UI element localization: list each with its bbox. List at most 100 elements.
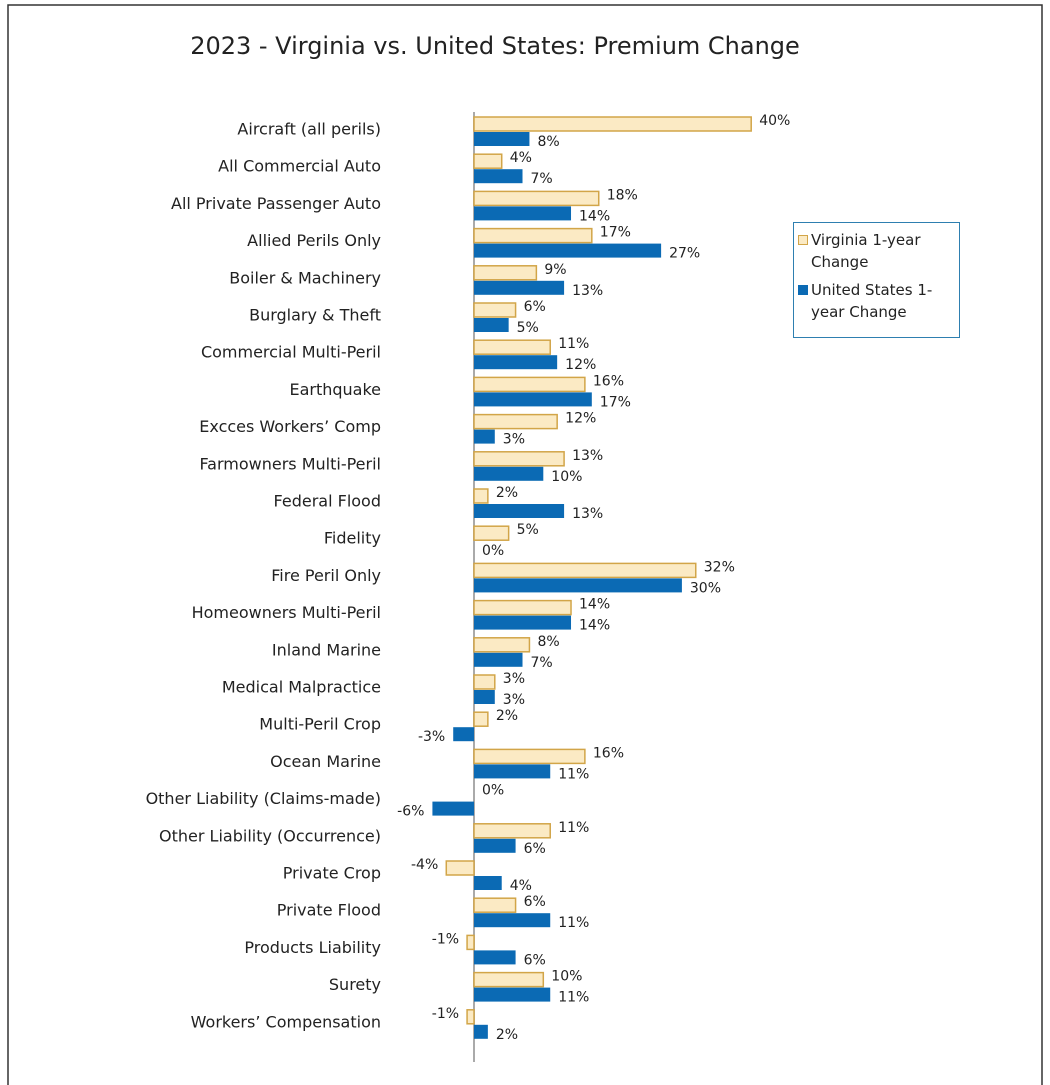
bar	[473, 637, 531, 653]
value-label: 6%	[524, 952, 546, 968]
bar	[474, 169, 523, 184]
legend-swatch	[798, 285, 808, 295]
value-label: 5%	[517, 522, 539, 538]
bar	[473, 525, 510, 541]
legend-label: Virginia 1-year Change	[811, 231, 921, 271]
category-label: Allied Perils Only	[247, 231, 381, 250]
bar	[474, 838, 516, 853]
value-label: 40%	[759, 113, 790, 129]
bar	[473, 823, 551, 839]
bar	[473, 413, 558, 430]
bar	[473, 897, 517, 913]
bar	[473, 302, 517, 318]
category-label: All Commercial Auto	[218, 157, 381, 176]
value-label: 32%	[704, 559, 735, 575]
bar	[474, 913, 551, 928]
value-label: 14%	[579, 618, 610, 634]
legend-item: Virginia 1-year Change	[798, 229, 955, 273]
value-label: 12%	[565, 411, 596, 427]
category-label: Ocean Marine	[270, 752, 381, 771]
category-label: Burglary & Theft	[249, 306, 381, 325]
legend-item: United States 1-year Change	[798, 279, 955, 323]
value-label: 10%	[551, 969, 582, 985]
category-label: Commercial Multi-Peril	[201, 343, 381, 362]
category-label: Aircraft (all perils)	[237, 120, 381, 139]
bar	[474, 764, 551, 779]
bar	[474, 280, 565, 295]
value-label: 17%	[600, 394, 631, 410]
category-label: Medical Malpractice	[222, 678, 381, 697]
category-label: Inland Marine	[272, 640, 381, 659]
bar	[473, 674, 496, 690]
value-label: 3%	[503, 671, 525, 687]
bar	[474, 504, 565, 518]
value-label: 5%	[517, 320, 539, 336]
category-label: Farmowners Multi-Peril	[199, 454, 381, 473]
bar	[473, 711, 489, 727]
category-label: Other Liability (Occurrence)	[159, 826, 381, 845]
bar	[474, 392, 592, 407]
value-label: 11%	[558, 820, 589, 836]
value-label: 6%	[524, 841, 546, 857]
category-label: Multi-Peril Crop	[259, 715, 381, 734]
value-label: 9%	[544, 262, 566, 278]
value-label: -1%	[432, 931, 459, 947]
category-label: Private Crop	[283, 864, 381, 883]
value-label: 13%	[572, 448, 603, 464]
value-label: 6%	[524, 894, 546, 910]
category-label: Excces Workers’ Comp	[199, 417, 381, 436]
value-label: 3%	[503, 432, 525, 448]
bar	[474, 690, 495, 704]
value-label: 13%	[572, 506, 603, 522]
bar	[466, 1009, 475, 1025]
value-label: 16%	[593, 373, 624, 389]
value-label: 16%	[593, 745, 624, 761]
bar	[474, 466, 544, 481]
legend: Virginia 1-year Change United States 1-ye…	[793, 222, 960, 338]
bar	[474, 615, 572, 630]
value-label: 14%	[579, 597, 610, 613]
value-label: 6%	[524, 299, 546, 315]
category-label: Products Liability	[244, 938, 381, 957]
bar	[473, 451, 565, 467]
bar	[473, 190, 600, 207]
bar	[473, 748, 586, 765]
value-label: -4%	[411, 857, 438, 873]
value-label: 3%	[503, 692, 525, 708]
value-label: 0%	[482, 543, 504, 559]
bar	[474, 429, 495, 444]
bar	[474, 652, 523, 667]
category-label: Earthquake	[289, 380, 381, 399]
bar	[473, 153, 503, 169]
value-label: 27%	[669, 246, 700, 262]
bar	[474, 206, 572, 221]
value-label: 2%	[496, 485, 518, 501]
value-label: -1%	[432, 1006, 459, 1022]
value-label: 18%	[607, 187, 638, 203]
value-label: 14%	[579, 208, 610, 224]
value-label: 7%	[531, 171, 553, 187]
value-label: 13%	[572, 283, 603, 299]
value-label: 11%	[558, 915, 589, 931]
bar	[453, 727, 474, 742]
bar	[466, 934, 475, 951]
bar	[474, 950, 516, 965]
category-label: Surety	[329, 975, 381, 994]
category-label: Boiler & Machinery	[229, 268, 381, 287]
bar	[474, 243, 662, 258]
bar	[473, 488, 489, 504]
value-label: 4%	[510, 150, 532, 166]
bar	[474, 578, 682, 593]
bar	[474, 987, 551, 1002]
bar	[473, 562, 697, 579]
value-label: 4%	[510, 878, 532, 894]
bar	[473, 971, 545, 988]
bar	[474, 1024, 488, 1039]
value-label: 12%	[565, 357, 596, 373]
value-label: 8%	[537, 634, 559, 650]
bar	[473, 227, 593, 244]
category-label: Other Liability (Claims-made)	[146, 789, 381, 808]
value-label: 2%	[496, 708, 518, 724]
value-label: 7%	[531, 655, 553, 671]
